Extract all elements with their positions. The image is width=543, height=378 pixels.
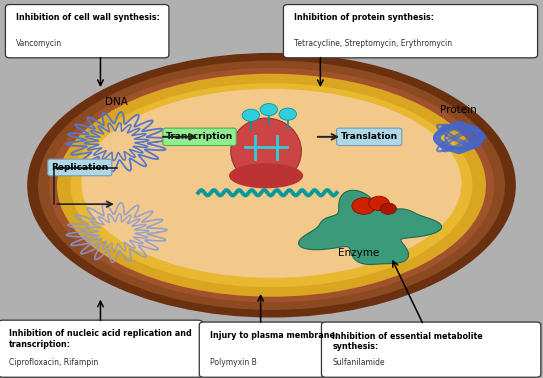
- Text: Inhibition of nucleic acid replication and
transcription:: Inhibition of nucleic acid replication a…: [9, 329, 192, 349]
- Ellipse shape: [27, 53, 516, 318]
- Ellipse shape: [231, 118, 301, 184]
- Text: Sulfanilamide: Sulfanilamide: [332, 358, 385, 367]
- Text: Injury to plasma membrane:: Injury to plasma membrane:: [210, 331, 338, 340]
- Ellipse shape: [81, 89, 462, 278]
- FancyBboxPatch shape: [283, 5, 538, 58]
- FancyBboxPatch shape: [163, 128, 236, 146]
- Text: DNA: DNA: [105, 97, 128, 107]
- Circle shape: [260, 104, 277, 116]
- FancyBboxPatch shape: [321, 322, 541, 377]
- Text: Polymyxin B: Polymyxin B: [210, 358, 257, 367]
- Circle shape: [352, 198, 376, 214]
- Text: Inhibition of cell wall synthesis:: Inhibition of cell wall synthesis:: [16, 13, 160, 22]
- Text: Vancomycin: Vancomycin: [16, 39, 62, 48]
- Text: Tetracycline, Streptomycin, Erythromycin: Tetracycline, Streptomycin, Erythromycin: [294, 39, 452, 48]
- Text: Enzyme: Enzyme: [338, 248, 379, 258]
- Circle shape: [279, 108, 296, 120]
- Ellipse shape: [49, 68, 494, 302]
- Text: Ciprofloxacin, Rifampin: Ciprofloxacin, Rifampin: [9, 358, 98, 367]
- Ellipse shape: [71, 83, 472, 287]
- Circle shape: [369, 196, 389, 211]
- Text: Replication: Replication: [51, 163, 109, 172]
- Circle shape: [380, 203, 396, 214]
- FancyBboxPatch shape: [337, 128, 402, 146]
- FancyBboxPatch shape: [48, 159, 112, 176]
- Text: Protein: Protein: [440, 105, 477, 115]
- Text: Transcription: Transcription: [166, 132, 233, 141]
- Text: Inhibition of essential metabolite
synthesis:: Inhibition of essential metabolite synth…: [332, 332, 483, 351]
- FancyBboxPatch shape: [0, 320, 203, 377]
- FancyBboxPatch shape: [199, 322, 325, 377]
- FancyBboxPatch shape: [5, 5, 169, 58]
- Text: Translation: Translation: [340, 132, 398, 141]
- Ellipse shape: [38, 60, 505, 310]
- Text: Inhibition of protein synthesis:: Inhibition of protein synthesis:: [294, 13, 434, 22]
- Circle shape: [242, 109, 260, 121]
- Ellipse shape: [229, 163, 303, 188]
- Ellipse shape: [57, 74, 486, 297]
- Polygon shape: [299, 190, 441, 265]
